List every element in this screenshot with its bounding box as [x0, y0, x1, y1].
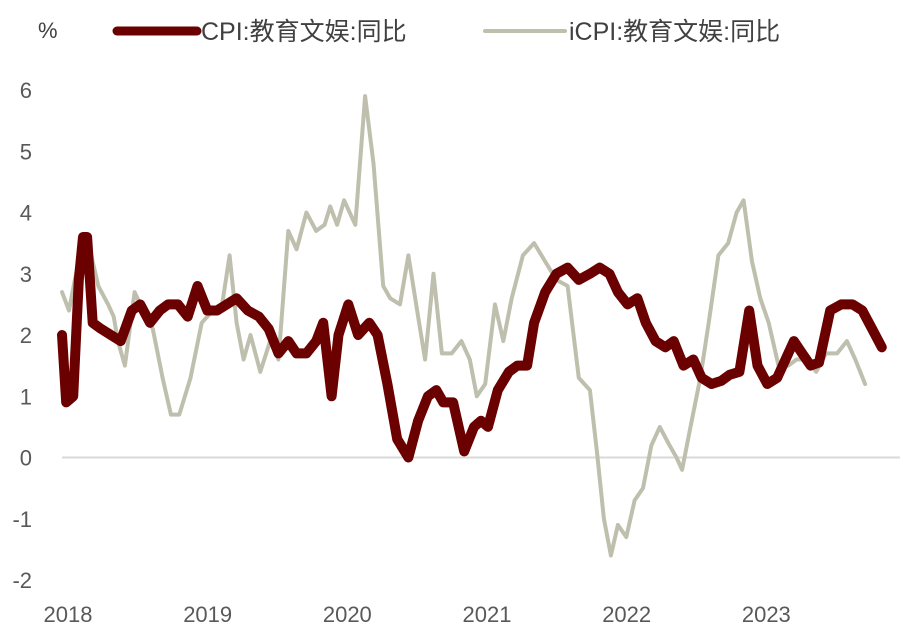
x-tick-label: 2023: [742, 602, 791, 627]
unit-label: %: [38, 18, 58, 43]
x-tick-label: 2021: [463, 602, 512, 627]
legend-label-icpi: iCPI:教育文娱:同比: [569, 18, 780, 46]
y-tick-label: 0: [20, 446, 32, 471]
x-tick-label: 2022: [602, 602, 651, 627]
x-tick-label: 2020: [323, 602, 372, 627]
y-tick-label: 2: [20, 323, 32, 348]
series-line-icpi: [60, 94, 868, 558]
y-tick-label: 6: [20, 78, 32, 103]
legend-label-cpi: CPI:教育文娱:同比: [201, 18, 407, 46]
y-tick-label: 4: [20, 201, 32, 226]
series-line-cpi: [57, 232, 887, 463]
y-tick-label: -1: [12, 507, 32, 532]
y-tick-label: 5: [20, 139, 32, 164]
legend: CPI:教育文娱:同比 iCPI:教育文娱:同比: [112, 18, 780, 46]
x-tick-label: 2018: [44, 602, 93, 627]
series-layer: [57, 94, 887, 558]
y-axis: -2 -1 0 1 2 3 4 5 6: [12, 78, 32, 593]
y-tick-label: -2: [12, 568, 32, 593]
x-axis: 2018 2019 2020 2021 2022 2023: [44, 602, 791, 627]
y-tick-label: 3: [20, 262, 32, 287]
x-tick-label: 2019: [183, 602, 232, 627]
y-tick-label: 1: [20, 384, 32, 409]
